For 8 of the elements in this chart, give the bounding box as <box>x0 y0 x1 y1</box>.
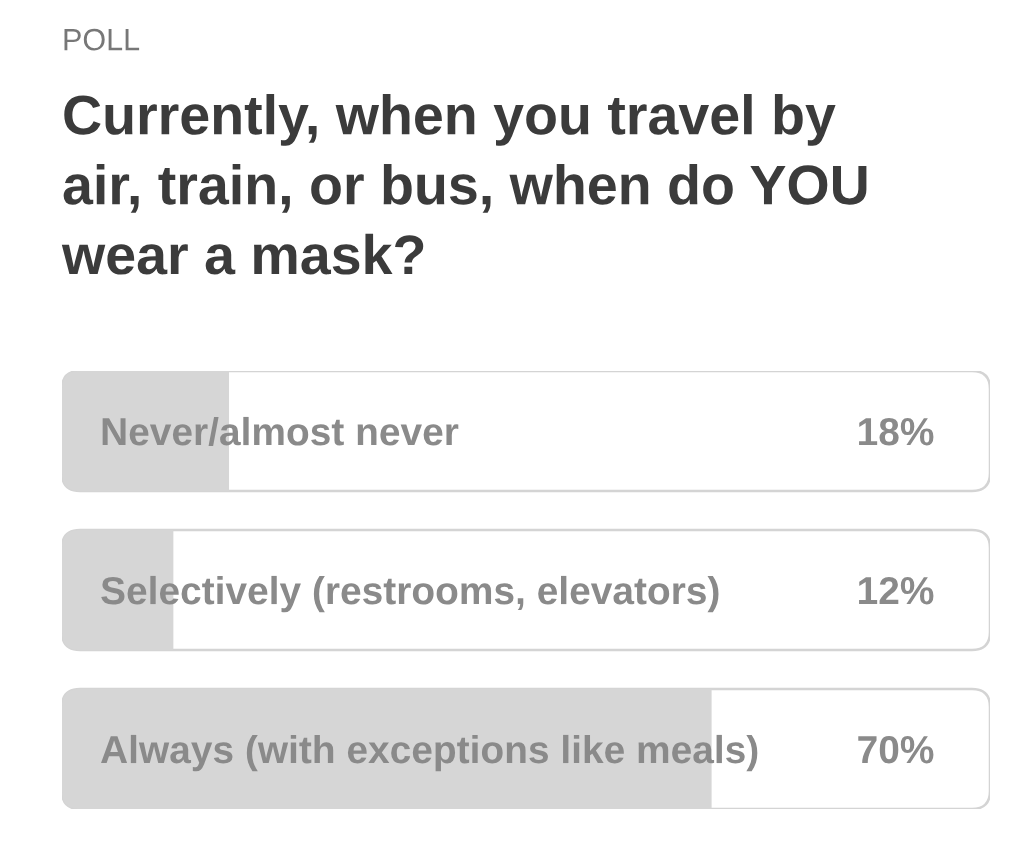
y-tick-label: Never/almost never <box>102 416 459 446</box>
data-label: 12% <box>859 576 934 605</box>
data-label: 18% <box>859 417 934 446</box>
y-tick-label: Selectively (restrooms, elevators) <box>101 575 719 613</box>
y-tick-label: Always (with exceptions like meals) <box>101 734 758 772</box>
data-label: 70% <box>858 735 934 764</box>
chart-title: Currently, when you travel by air, train, or bus, when do YOU wear a mask? <box>61 94 867 275</box>
text: POLL <box>64 28 140 51</box>
